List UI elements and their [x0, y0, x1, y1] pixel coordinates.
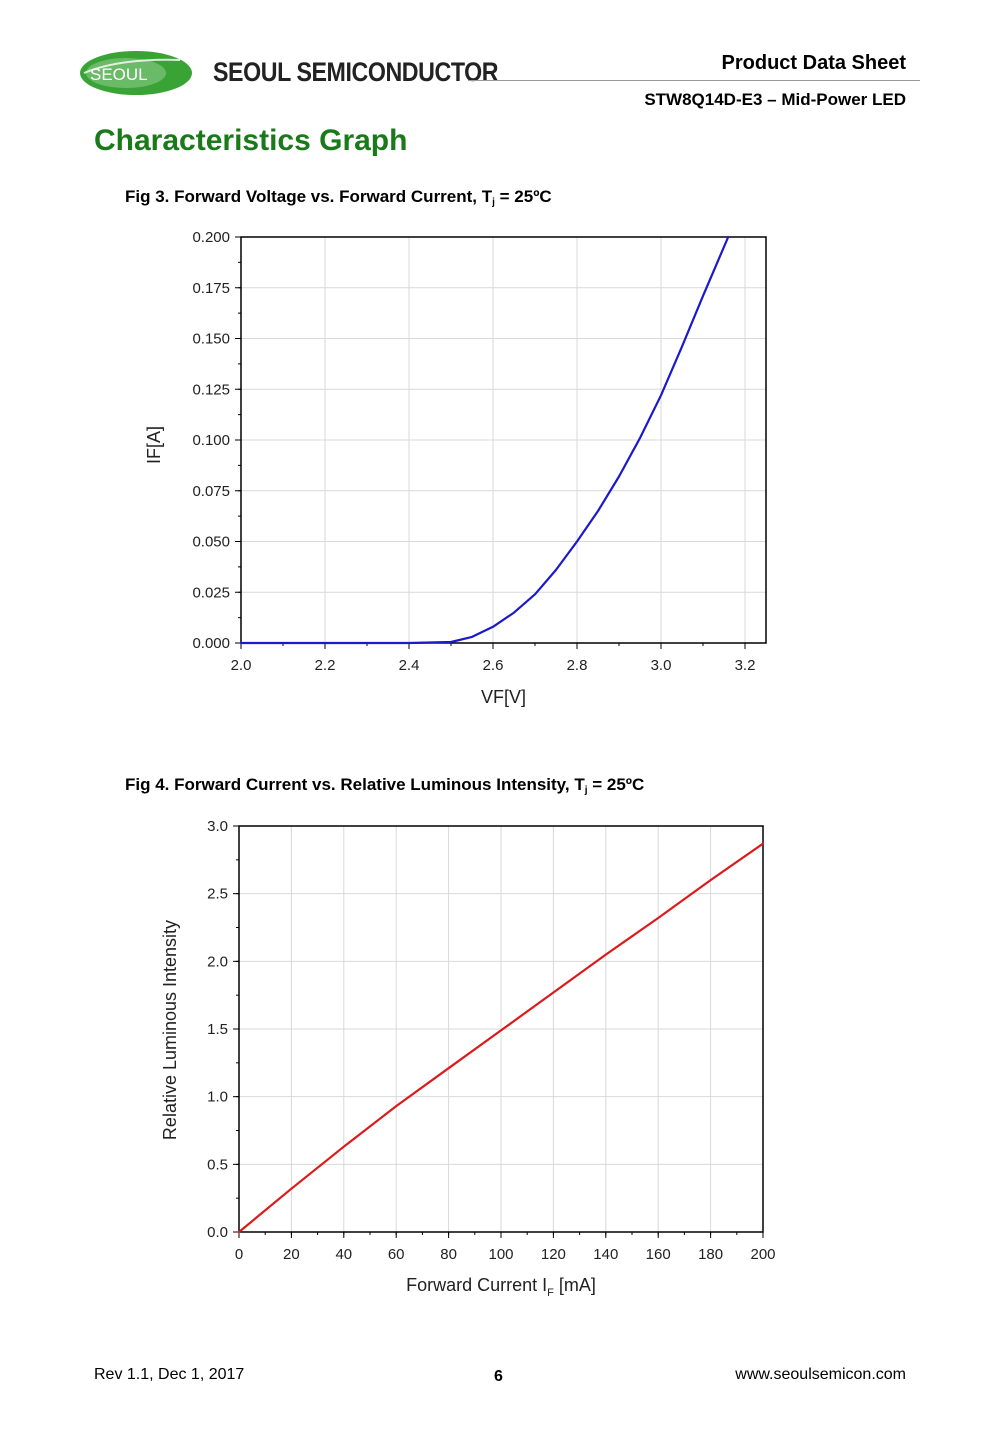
- chart0-tick-label-y-7: 0.175: [192, 280, 230, 297]
- section-title: Characteristics Graph: [94, 124, 408, 157]
- chart1-tick-label-x-3: 60: [388, 1246, 405, 1263]
- chart1-tick-label-x-2: 40: [335, 1246, 352, 1263]
- chart1-plot-frame: [238, 825, 764, 1233]
- chart0-tick-label-y-6: 0.150: [192, 331, 230, 348]
- fig4-chart: 0 20 40 60 80 100 120 140 160 180 200 0.0 0.5 1.0 1.5 2…: [160, 818, 776, 1299]
- chart0-tick-label-y-2: 0.050: [192, 534, 230, 551]
- chart1-tick-label-x-1: 20: [283, 1246, 300, 1263]
- footer-page-number: 6: [494, 1368, 503, 1385]
- chart0-tick-label-y-5: 0.125: [192, 381, 230, 398]
- chart0-tick-label-x-1: 2.2: [315, 657, 336, 674]
- document-type: Product Data Sheet: [721, 52, 906, 74]
- chart0-tick-label-x-3: 2.6: [483, 657, 504, 674]
- chart1-tick-label-x-7: 140: [593, 1246, 618, 1263]
- chart0-tick-label-x-4: 2.8: [567, 657, 588, 674]
- chart1-tick-label-y-6: 3.0: [207, 818, 228, 835]
- chart1-tick-label-y-1: 0.5: [207, 1156, 228, 1173]
- fig4-title: Fig 4. Forward Current vs. Relative Lumi…: [125, 775, 645, 796]
- chart1-tick-label-y-3: 1.5: [207, 1021, 228, 1038]
- chart1-tick-label-x-4: 80: [440, 1246, 457, 1263]
- chart0-tick-label-y-8: 0.200: [192, 229, 230, 246]
- chart1-tick-label-y-0: 0.0: [207, 1224, 228, 1241]
- chart0-tick-label-x-5: 3.0: [651, 657, 672, 674]
- product-name: STW8Q14D-E3 – Mid-Power LED: [644, 90, 906, 109]
- chart0-tick-label-y-3: 0.075: [192, 483, 230, 500]
- logo-text: SEOUL: [90, 65, 148, 84]
- chart1-tick-label-x-8: 160: [646, 1246, 671, 1263]
- chart1-tick-label-y-2: 1.0: [207, 1089, 228, 1106]
- chart0-tick-label-x-2: 2.4: [399, 657, 420, 674]
- fig3-chart: 2.0 2.2 2.4 2.6 2.8 3.0 3.2 0.000 0.025 0.050 0.07…: [144, 229, 767, 707]
- chart0-tick-label-y-0: 0.000: [192, 635, 230, 652]
- chart1-tick-label-x-9: 180: [698, 1246, 723, 1263]
- chart0-tick-label-x-6: 3.2: [735, 657, 756, 674]
- chart1-tick-label-y-5: 2.5: [207, 886, 228, 903]
- chart1-tick-label-x-6: 120: [541, 1246, 566, 1263]
- chart1-tick-label-x-0: 0: [235, 1246, 243, 1263]
- chart0-plot-frame: [240, 236, 767, 644]
- chart0-tick-label-x-0: 2.0: [231, 657, 252, 674]
- chart1-x-axis-label: Forward Current IF [mA]: [406, 1275, 596, 1299]
- chart1-tick-label-x-5: 100: [488, 1246, 513, 1263]
- chart0-x-axis-label: VF[V]: [481, 687, 526, 707]
- seoul-logo: SEOUL: [80, 51, 192, 95]
- chart0-tick-label-y-4: 0.100: [192, 432, 230, 449]
- footer-revision: Rev 1.1, Dec 1, 2017: [94, 1366, 245, 1383]
- chart0-y-axis-label: IF[A]: [144, 426, 164, 464]
- chart1-y-axis-label: Relative Luminous Intensity: [160, 920, 180, 1140]
- chart0-series-line-0: [239, 235, 730, 645]
- fig3-title: Fig 3. Forward Voltage vs. Forward Curre…: [125, 187, 552, 208]
- chart1-tick-label-y-4: 2.0: [207, 953, 228, 970]
- chart0-tick-label-y-1: 0.025: [192, 584, 230, 601]
- chart1-tick-label-x-10: 200: [750, 1246, 775, 1263]
- brand-name: SEOUL SEMICONDUCTOR: [213, 57, 499, 87]
- footer-website: www.seoulsemicon.com: [735, 1366, 906, 1383]
- chart1-series-line-0: [237, 842, 765, 1234]
- header-divider: [468, 80, 920, 81]
